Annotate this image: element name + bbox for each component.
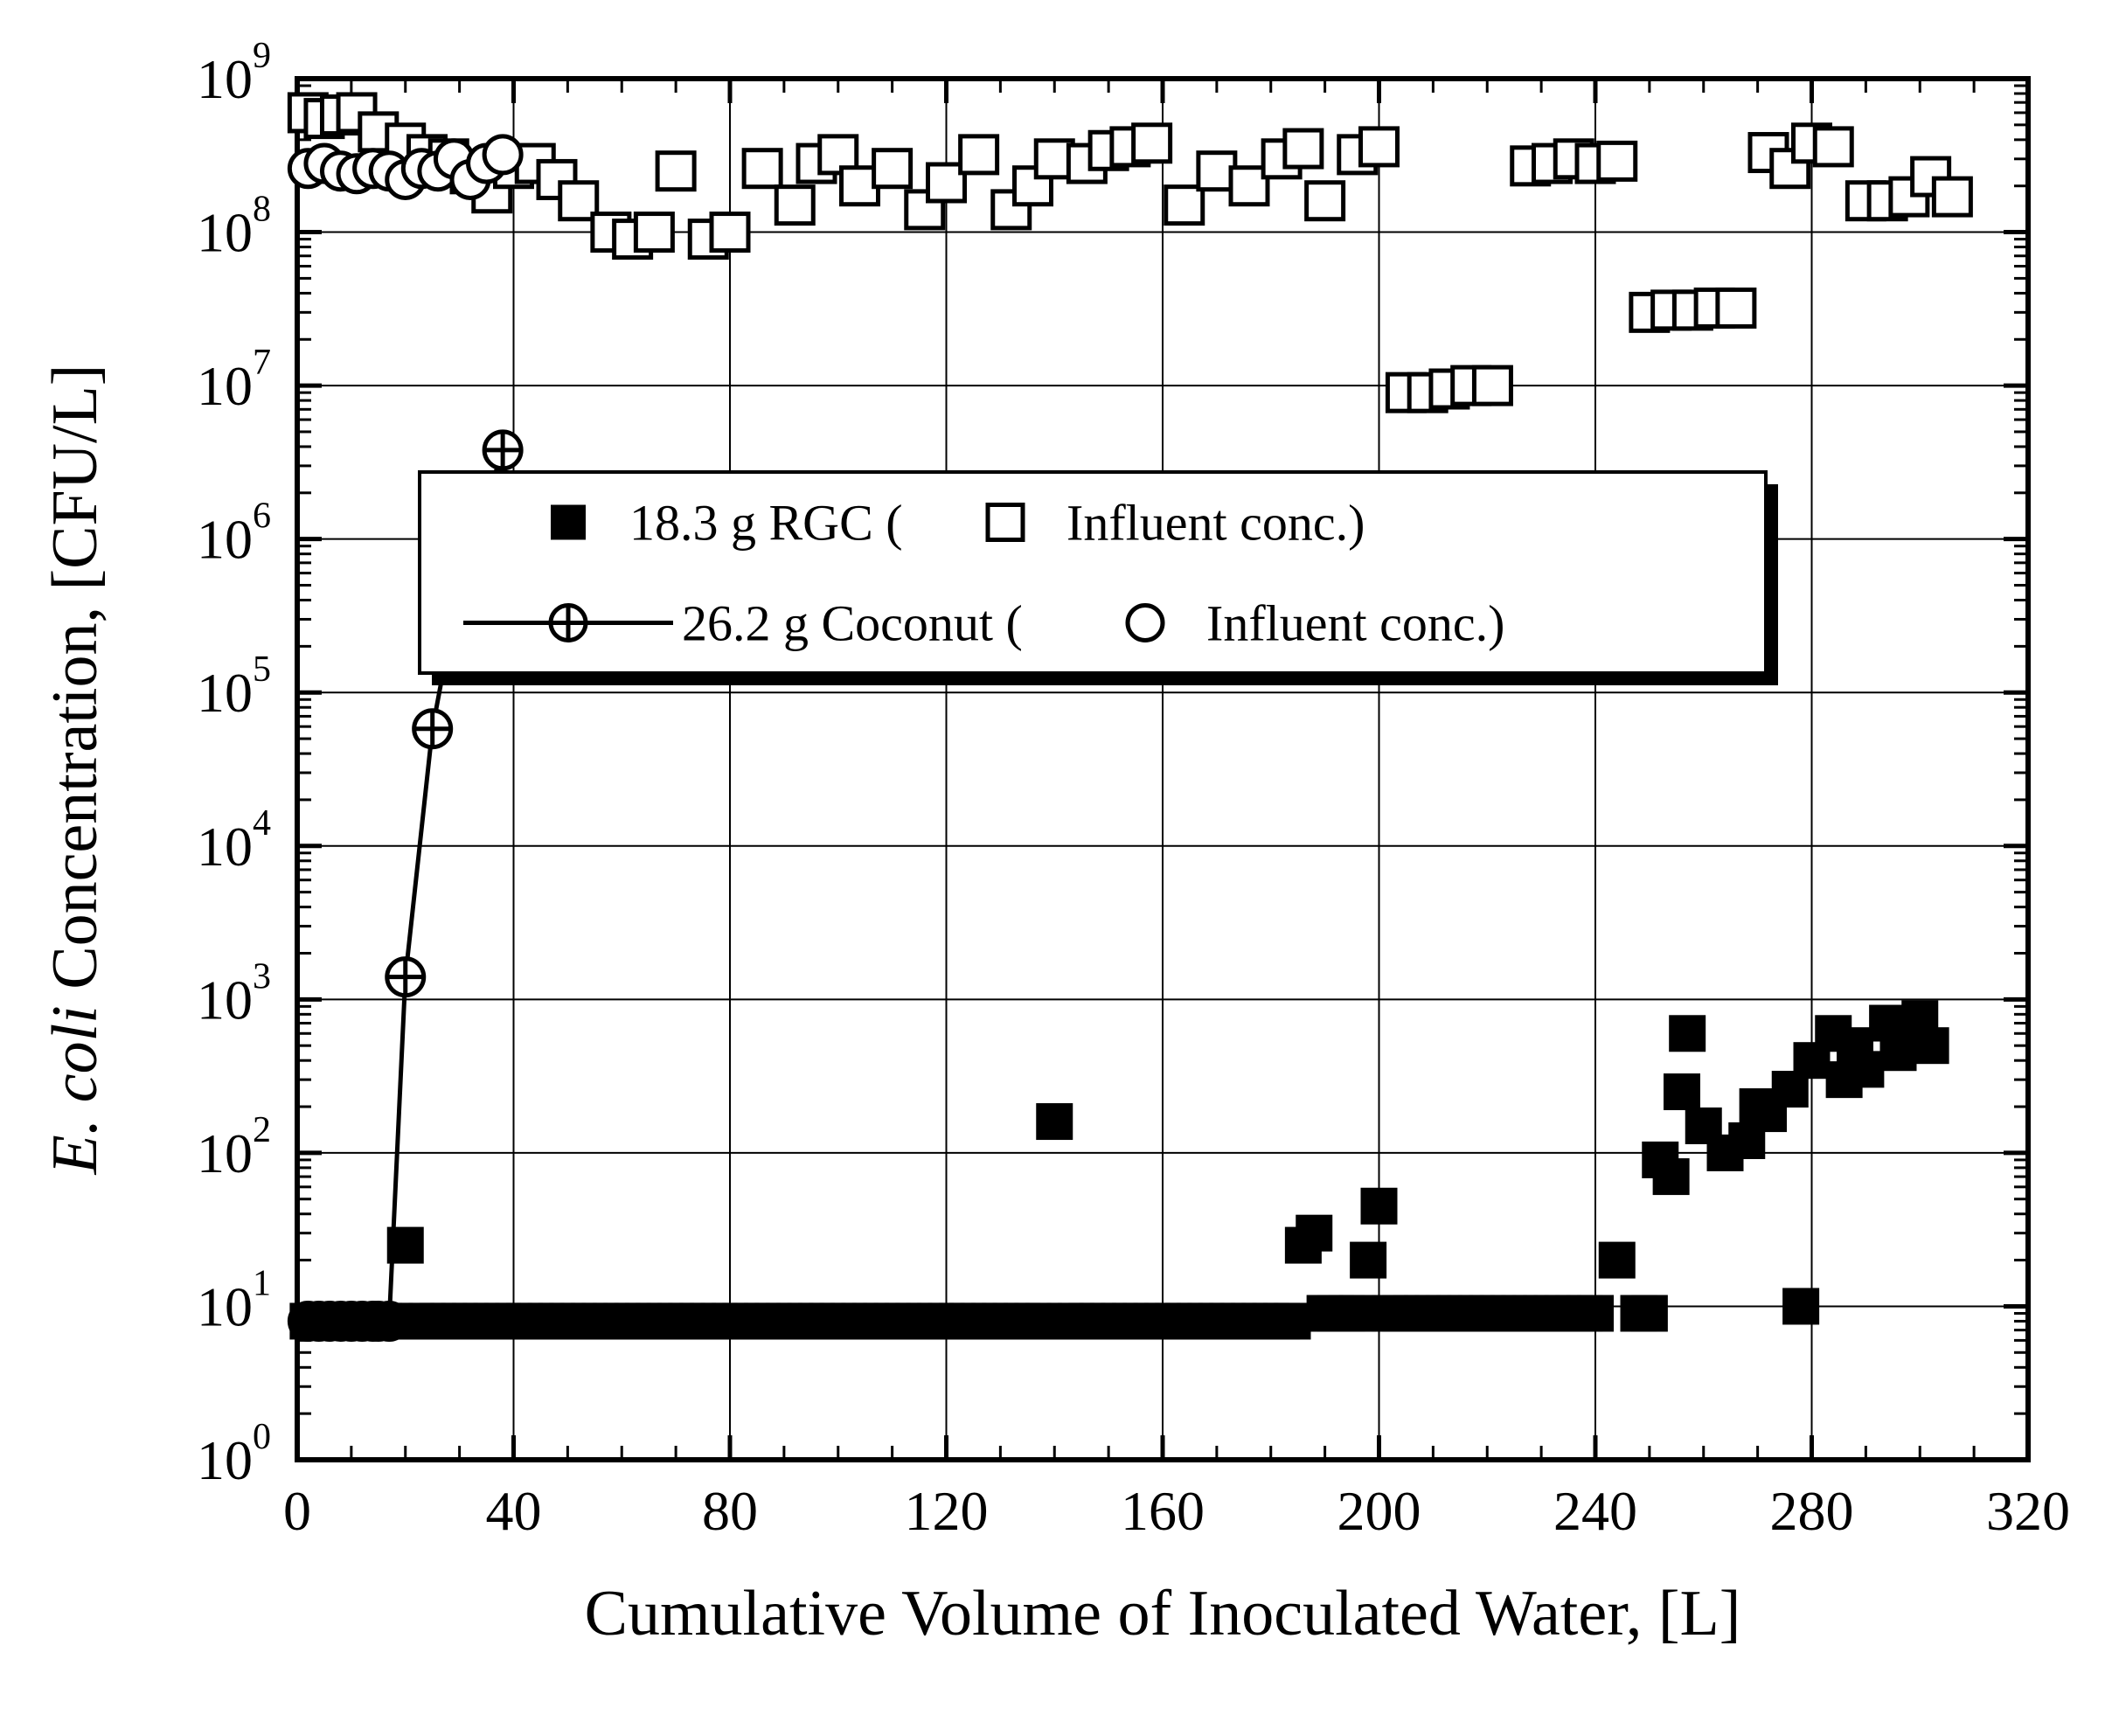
chart-container: 0408012016020024028032010010110210310410…	[0, 0, 2112, 1736]
legend-item-1-label: 18.3 g RGC (	[629, 495, 903, 552]
x-tick-label: 280	[1770, 1480, 1854, 1542]
x-tick-label: 320	[1986, 1480, 2070, 1542]
x-tick-label: 160	[1121, 1480, 1205, 1542]
x-axis-label: Cumulative Volume of Inoculated Water, […	[585, 1578, 1741, 1649]
x-tick-label: 120	[905, 1480, 989, 1542]
x-tick-label: 200	[1337, 1480, 1421, 1542]
chart-svg: 0408012016020024028032010010110210310410…	[0, 0, 2112, 1736]
legend-item-2-post: Influent conc.)	[1206, 595, 1504, 652]
x-tick-label: 80	[702, 1480, 758, 1542]
y-axis-label: E. coli Concentration, [CFU/L]	[39, 365, 111, 1176]
x-tick-label: 0	[283, 1480, 311, 1542]
legend-item-2-label: 26.2 g Coconut (	[682, 595, 1023, 652]
legend-item-1-post: Influent conc.)	[1066, 495, 1365, 552]
x-tick-label: 240	[1553, 1480, 1637, 1542]
x-tick-label: 40	[486, 1480, 542, 1542]
